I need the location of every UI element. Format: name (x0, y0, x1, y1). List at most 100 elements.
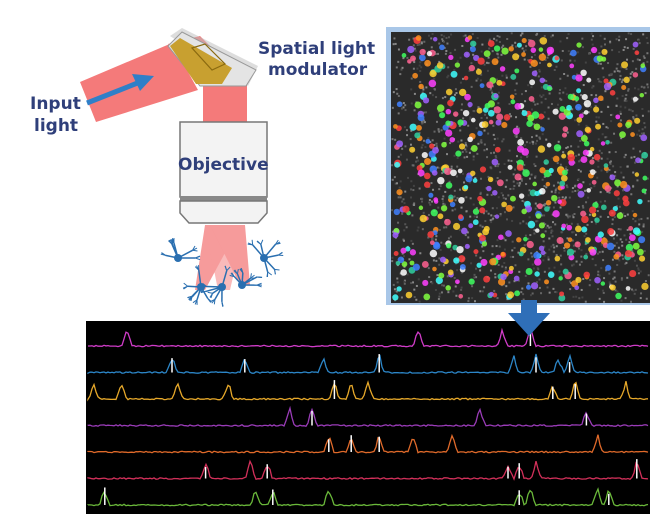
cell-roi (407, 59, 412, 64)
background-speckle (464, 34, 467, 37)
background-speckle (588, 52, 591, 55)
cell-roi (527, 39, 536, 48)
background-speckle (397, 60, 400, 63)
cell-roi (609, 90, 616, 96)
background-speckle (547, 106, 550, 109)
cell-roi (487, 109, 495, 117)
background-speckle (543, 245, 546, 248)
background-speckle (460, 288, 463, 291)
background-speckle (447, 66, 450, 69)
cell-roi (526, 120, 533, 128)
background-speckle (638, 42, 641, 45)
background-speckle (644, 280, 647, 283)
cell-roi (477, 130, 483, 137)
background-speckle (504, 266, 507, 269)
background-speckle (515, 155, 518, 158)
cell-roi (530, 59, 538, 68)
background-speckle (397, 48, 400, 51)
background-speckle (441, 38, 444, 41)
background-speckle (476, 37, 479, 40)
background-speckle (427, 34, 430, 37)
background-speckle (412, 37, 415, 40)
background-speckle (591, 157, 594, 160)
background-speckle (514, 264, 517, 267)
cell-roi (409, 146, 416, 153)
background-speckle (540, 101, 543, 104)
cell-roi (429, 143, 435, 149)
background-speckle (454, 208, 457, 211)
background-speckle (598, 274, 601, 277)
background-speckle (529, 65, 532, 68)
background-speckle (548, 267, 551, 270)
background-speckle (409, 143, 412, 146)
background-speckle (425, 111, 428, 114)
background-speckle (497, 102, 500, 105)
cell-roi (544, 279, 550, 285)
cell-roi (581, 215, 589, 224)
trace-5 (87, 433, 649, 454)
background-speckle (522, 220, 525, 223)
cell-roi (424, 157, 432, 165)
background-speckle (548, 206, 551, 209)
cell-roi (509, 195, 516, 202)
background-speckle (468, 181, 471, 184)
background-speckle (417, 278, 420, 281)
background-speckle (514, 134, 517, 137)
background-speckle (611, 218, 614, 221)
cell-roi (470, 40, 477, 47)
cell-roi (638, 236, 646, 244)
background-speckle (624, 153, 627, 156)
background-speckle (628, 241, 631, 244)
background-speckle (422, 139, 425, 142)
background-speckle (626, 228, 629, 231)
background-speckle (404, 223, 407, 226)
background-speckle (465, 150, 468, 153)
background-speckle (613, 244, 616, 247)
background-speckle (465, 196, 468, 199)
background-speckle (647, 200, 650, 203)
background-speckle (584, 300, 587, 303)
background-speckle (458, 229, 461, 232)
background-speckle (558, 88, 561, 91)
background-speckle (531, 292, 534, 295)
cell-roi (396, 189, 403, 196)
background-speckle (618, 205, 621, 208)
background-speckle (646, 83, 649, 86)
background-speckle (412, 67, 415, 70)
background-speckle (647, 86, 650, 89)
background-speckle (600, 110, 603, 113)
background-speckle (620, 299, 623, 302)
background-speckle (613, 270, 616, 273)
background-speckle (631, 71, 634, 74)
cell-roi (409, 260, 415, 266)
cell-roi (419, 214, 428, 223)
background-speckle (580, 94, 583, 97)
background-speckle (486, 193, 489, 196)
cell-roi (526, 240, 534, 249)
background-speckle (497, 196, 500, 199)
background-speckle (505, 76, 508, 79)
cell-roi (450, 169, 457, 177)
background-speckle (469, 116, 472, 119)
background-speckle (584, 243, 587, 246)
background-speckle (393, 176, 396, 179)
cell-roi (605, 264, 612, 271)
background-speckle (531, 263, 534, 266)
background-speckle (449, 235, 452, 238)
cell-roi (628, 226, 634, 231)
background-speckle (550, 190, 553, 193)
background-speckle (608, 74, 611, 77)
background-speckle (588, 284, 591, 287)
background-speckle (636, 133, 639, 136)
cell-roi (589, 248, 597, 256)
background-speckle (418, 41, 421, 44)
background-speckle (633, 87, 636, 90)
background-speckle (577, 247, 580, 250)
cell-roi (401, 261, 408, 267)
cell-roi (416, 165, 423, 171)
background-speckle (494, 273, 497, 276)
background-speckle (483, 149, 486, 152)
background-speckle (401, 252, 404, 255)
cell-roi (544, 206, 550, 212)
cell-roi (405, 246, 411, 252)
